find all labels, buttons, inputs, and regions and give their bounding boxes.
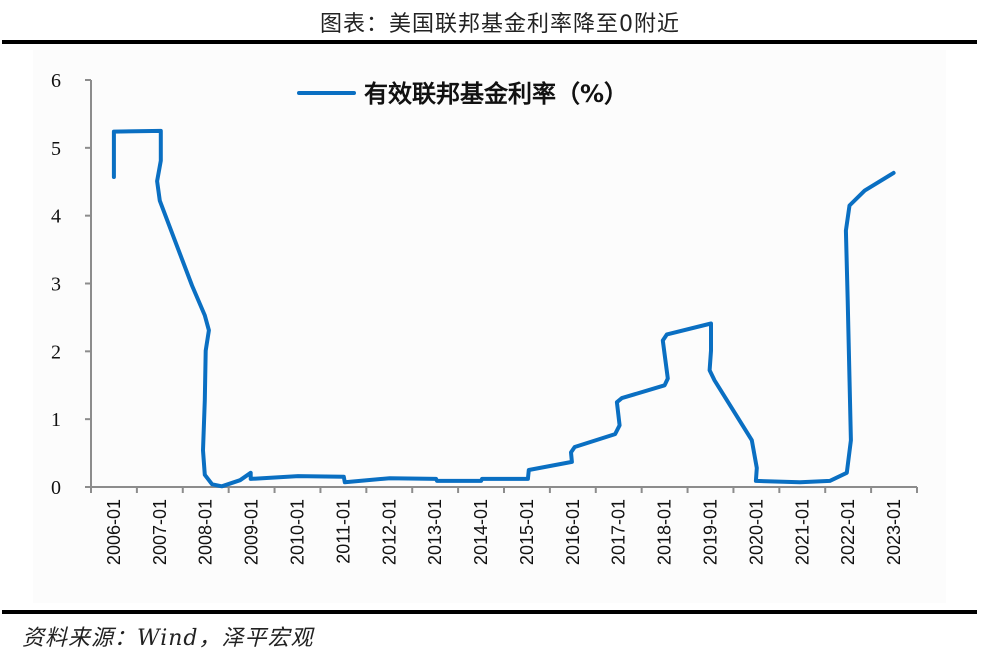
x-tick-label: 2015-01 <box>517 499 537 565</box>
x-tick-label: 2019-01 <box>701 499 721 565</box>
x-tick-label: 2023-01 <box>884 499 904 565</box>
y-tick-label: 3 <box>51 274 61 296</box>
x-tick-label: 2014-01 <box>471 499 491 565</box>
x-tick-label: 2016-01 <box>563 499 583 565</box>
x-tick-label: 2011-01 <box>333 499 353 564</box>
y-tick-label: 1 <box>51 409 61 431</box>
x-tick-label: 2012-01 <box>379 499 399 565</box>
y-axis: 0 1 2 3 4 5 6 <box>51 70 92 499</box>
bottom-rule <box>2 610 977 614</box>
chart-panel <box>33 50 946 603</box>
x-tick-label: 2006-01 <box>104 499 124 565</box>
x-tick-label: 2008-01 <box>196 499 216 565</box>
y-tick-label: 2 <box>51 341 61 363</box>
x-tick-label: 2010-01 <box>288 499 308 565</box>
legend-label: 有效联邦基金利率（%） <box>364 80 628 108</box>
y-tick-label: 6 <box>51 70 61 92</box>
source-note: 资料来源：Wind，泽平宏观 <box>22 626 314 651</box>
series-line <box>111 128 896 489</box>
x-tick-label: 2021-01 <box>792 499 812 565</box>
x-tick-label: 2009-01 <box>242 499 262 565</box>
x-tick-label: 2017-01 <box>609 499 629 565</box>
y-tick-label: 0 <box>51 477 61 499</box>
x-tick-label: 2022-01 <box>838 499 858 565</box>
x-axis: 2006-01 2007-01 2008-01 2009-01 2010-01 2011-… <box>85 486 918 565</box>
legend: 有效联邦基金利率（%） <box>297 80 628 108</box>
y-tick-label: 5 <box>51 138 61 160</box>
x-tick-label: 2020-01 <box>746 499 766 565</box>
series-effective-fed-funds-rate <box>111 128 896 489</box>
x-tick-label: 2013-01 <box>425 499 445 565</box>
y-tick-label: 4 <box>51 206 61 228</box>
top-rule <box>2 40 977 44</box>
x-tick-label: 2007-01 <box>150 499 170 565</box>
x-tick-label: 2018-01 <box>655 499 675 565</box>
chart-title: 图表：美国联邦基金利率降至0附近 <box>320 12 680 37</box>
